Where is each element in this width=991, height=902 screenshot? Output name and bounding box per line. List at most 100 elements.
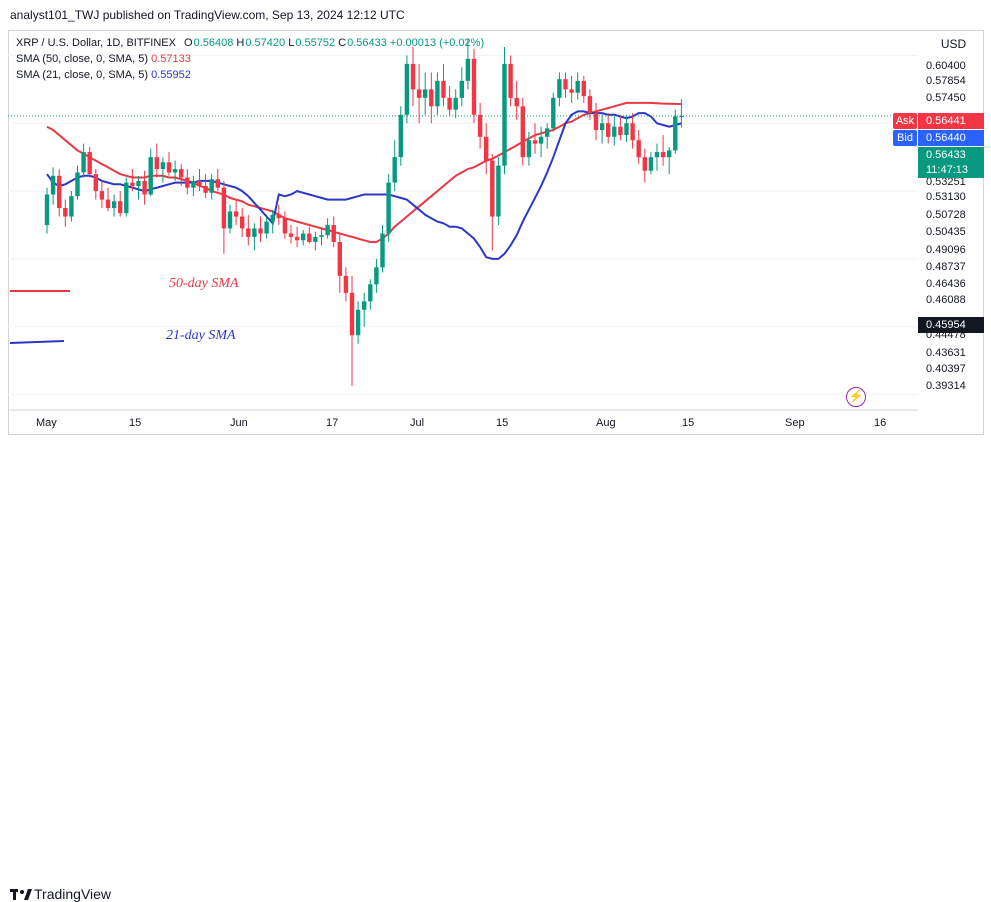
candle-body	[447, 97, 452, 110]
x-tick-label: 15	[682, 417, 694, 429]
tradingview-logo-icon[interactable]	[10, 887, 32, 901]
candle-body	[50, 175, 56, 195]
candle-body	[423, 89, 428, 98]
bid-price: 0.56440	[918, 130, 984, 146]
candle-body	[294, 236, 300, 241]
candle-body	[233, 211, 239, 217]
candle-body	[508, 63, 513, 98]
candle-body	[551, 97, 556, 129]
candle-body	[264, 221, 269, 234]
candle-body	[593, 113, 599, 131]
candle-body	[325, 225, 330, 236]
candle-body	[252, 228, 257, 237]
x-tick-label: 15	[496, 417, 508, 429]
candle-body	[258, 228, 263, 234]
candle-body	[606, 123, 611, 137]
candle-body	[221, 187, 227, 229]
legend-sma50[interactable]: SMA (50, close, 0, SMA, 5) 0.57133	[16, 53, 191, 65]
candle-body	[337, 241, 342, 276]
candle-body	[496, 165, 501, 217]
candle-body	[490, 160, 495, 217]
candle-body	[270, 214, 275, 222]
chart-frame[interactable]	[8, 30, 984, 435]
legend-low: 0.55752	[295, 37, 336, 49]
candle-body	[435, 80, 440, 107]
legend-change: +0.00013 (+0.02%)	[389, 37, 485, 49]
candle-body	[557, 79, 562, 98]
candle-body	[624, 123, 629, 136]
candle-body	[63, 208, 68, 217]
candle-body	[313, 236, 318, 242]
candle-body	[471, 58, 477, 115]
bid-label: Bid	[893, 130, 917, 146]
candle-body	[441, 80, 446, 98]
footer: TradingView	[0, 440, 991, 902]
candle-body	[599, 123, 605, 131]
candle-body	[130, 182, 135, 186]
annotation-sma50: 50-day SMA	[169, 276, 239, 291]
price-tick-label: 0.50728	[926, 209, 966, 221]
candle-body	[429, 89, 434, 107]
candle-body	[179, 169, 184, 178]
candle-body	[185, 177, 190, 188]
candle-body	[355, 309, 361, 336]
legend-high: 0.57420	[245, 37, 286, 49]
candle-body	[136, 180, 141, 186]
candle-body	[459, 80, 464, 98]
lightning-icon[interactable]: ⚡	[846, 387, 866, 407]
candle-body	[667, 150, 672, 158]
candle-body	[660, 152, 666, 158]
price-tick-label: 0.53130	[926, 191, 966, 203]
time-axis[interactable]: May 15 Jun 17 Jul 15 Aug 15 Sep 16	[8, 409, 918, 429]
candle-body	[392, 157, 397, 183]
candle-body	[526, 140, 532, 158]
legend-open: 0.56408	[193, 37, 234, 49]
candle-body	[124, 182, 129, 214]
candle-body	[81, 152, 86, 173]
candle-body	[288, 233, 294, 237]
candle-body	[618, 126, 623, 136]
legend-symbol[interactable]: XRP / U.S. Dollar, 1D, BITFINEX	[16, 37, 176, 49]
price-tick-label: 0.50435	[926, 226, 966, 238]
x-tick-label: Jul	[410, 417, 424, 429]
candle-body	[581, 80, 586, 97]
candle-body	[654, 152, 660, 158]
candle-body	[282, 218, 288, 234]
candle-body	[532, 140, 538, 144]
candle-body	[410, 63, 416, 90]
sma50-line	[46, 101, 682, 243]
legend-sma21[interactable]: SMA (21, close, 0, SMA, 5) 0.55952	[16, 69, 191, 81]
candle-body	[160, 162, 166, 170]
candle-body	[538, 136, 544, 144]
candle-body	[215, 179, 220, 188]
candle-body	[380, 233, 385, 268]
candle-body	[563, 79, 568, 90]
candle-body	[93, 174, 98, 192]
candle-body	[319, 235, 324, 237]
sma21-value: 0.55952	[151, 69, 191, 81]
candle-body	[673, 116, 678, 151]
candle-body	[154, 157, 159, 170]
candle-body	[172, 169, 178, 173]
publisher-line: analyst101_TWJ published on TradingView.…	[10, 8, 405, 22]
publish-bar: analyst101_TWJ published on TradingView.…	[0, 0, 991, 30]
candle-body	[142, 180, 147, 195]
candle-body	[374, 267, 379, 285]
price-tick-label: 0.57450	[926, 92, 966, 104]
x-tick-label: Aug	[596, 417, 616, 429]
candle-body	[545, 128, 550, 137]
candle-body	[111, 201, 117, 209]
sma50-label: SMA (50, close, 0, SMA, 5)	[16, 53, 149, 65]
sma50-value: 0.57133	[151, 53, 191, 65]
legend-open-label: O	[184, 37, 193, 49]
legend-ohlc: XRP / U.S. Dollar, 1D, BITFINEX O0.56408…	[16, 37, 484, 49]
grid	[8, 54, 918, 396]
price-tick-label: 0.53251	[926, 176, 966, 188]
candle-body	[148, 157, 153, 195]
sma-lines	[46, 101, 682, 260]
price-chart[interactable]: May 15 Jun 17 Jul 15 Aug 15 Sep 16	[8, 30, 918, 435]
sma21-label: SMA (21, close, 0, SMA, 5)	[16, 69, 149, 81]
tradingview-brand[interactable]: TradingView	[34, 886, 112, 902]
candle-body	[477, 114, 483, 137]
currency-button[interactable]: USD	[940, 37, 967, 51]
